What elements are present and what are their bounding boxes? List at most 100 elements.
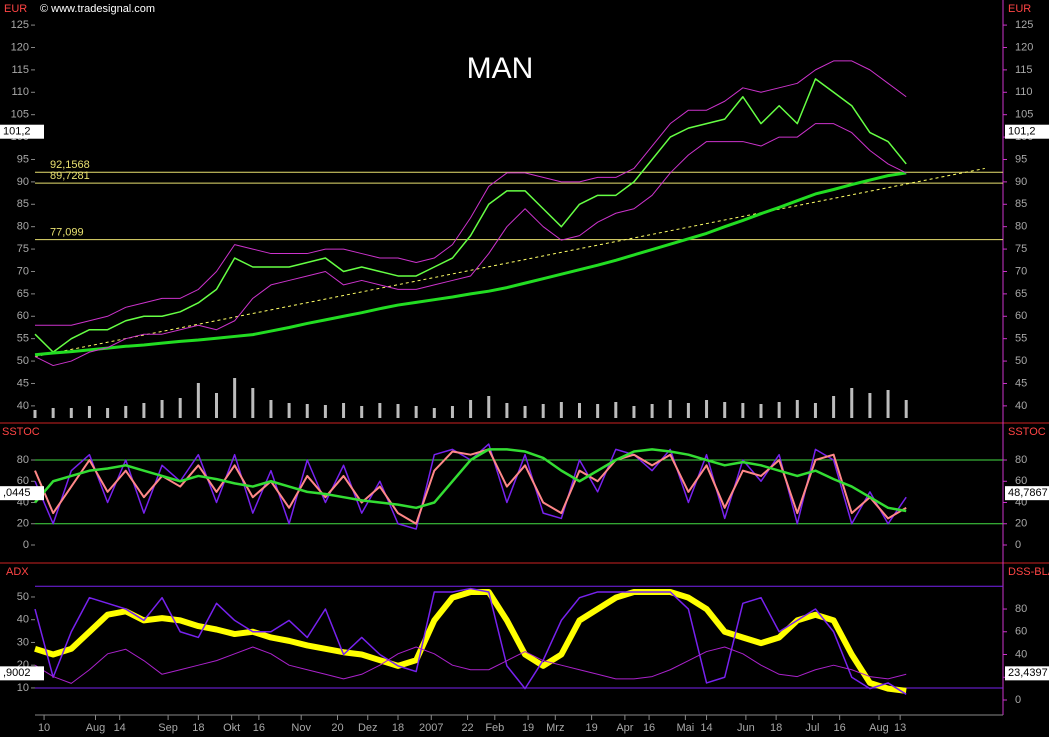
y-tick-label-right: 120 bbox=[1015, 41, 1033, 53]
y-tick-label: 125 bbox=[11, 19, 29, 31]
volume-bar bbox=[541, 404, 545, 418]
x-tick-label: 19 bbox=[585, 722, 597, 734]
x-tick-label: 18 bbox=[192, 722, 204, 734]
y2-tick-label: 60 bbox=[1015, 626, 1027, 638]
y-tick-label: 0 bbox=[23, 539, 29, 551]
y-tick-label: 60 bbox=[17, 310, 29, 322]
volume-bar bbox=[813, 403, 817, 418]
y-tick-label-right: 85 bbox=[1015, 198, 1027, 210]
volume-bar bbox=[215, 393, 218, 418]
y-label-right: EUR bbox=[1008, 3, 1031, 15]
value-box bbox=[1005, 124, 1049, 139]
value-box-label: 101,2 bbox=[1008, 126, 1036, 138]
volume-bar bbox=[469, 400, 473, 418]
volume-bar bbox=[450, 406, 454, 418]
value-box bbox=[1005, 666, 1049, 681]
volume-bar bbox=[305, 404, 309, 418]
x-tick-label: Feb bbox=[485, 722, 504, 734]
x-tick-label: 18 bbox=[770, 722, 782, 734]
x-tick-label: 2007 bbox=[419, 722, 443, 734]
volume-bar bbox=[269, 400, 273, 418]
x-tick-label: Dez bbox=[358, 722, 378, 734]
level-label: 77,099 bbox=[50, 227, 84, 239]
volume-bar bbox=[432, 408, 436, 418]
y-tick-label-right: 95 bbox=[1015, 153, 1027, 165]
x-tick-label: 10 bbox=[38, 722, 50, 734]
y-tick-label: 110 bbox=[11, 86, 29, 98]
volume-bar bbox=[106, 408, 110, 418]
y-tick-label: 20 bbox=[17, 518, 29, 530]
volume-bar bbox=[196, 383, 200, 418]
volume-bar bbox=[578, 403, 581, 418]
volume-bar bbox=[323, 405, 327, 418]
y-tick-label: 80 bbox=[17, 221, 29, 233]
y-label: EUR bbox=[4, 3, 27, 15]
y-tick-label-right: 80 bbox=[1015, 221, 1027, 233]
series-line bbox=[34, 448, 907, 513]
x-tick-label: 20 bbox=[331, 722, 343, 734]
x-tick-label: Jun bbox=[737, 722, 755, 734]
value-box-label: 23,4397 bbox=[1008, 667, 1048, 679]
volume-bar bbox=[904, 400, 908, 418]
y-tick-label-right: 105 bbox=[1015, 109, 1033, 121]
volume-bar bbox=[51, 408, 55, 418]
y-tick-label: 30 bbox=[17, 636, 29, 648]
series-line bbox=[34, 646, 907, 684]
volume-bar bbox=[832, 396, 836, 418]
volume-bar bbox=[759, 404, 763, 418]
y-tick-label: 80 bbox=[17, 454, 29, 466]
x-tick-label: 16 bbox=[834, 722, 846, 734]
series-line bbox=[34, 588, 907, 694]
y-tick-label: 40 bbox=[17, 614, 29, 626]
volume-bar bbox=[124, 406, 128, 418]
y-tick-label-right: 75 bbox=[1015, 243, 1027, 255]
x-tick-label: 18 bbox=[392, 722, 404, 734]
y-tick-label: 85 bbox=[17, 198, 29, 210]
y-tick-label: 70 bbox=[17, 265, 29, 277]
value-box-label: ,0445 bbox=[3, 487, 31, 499]
value-box bbox=[0, 666, 44, 681]
volume-bar bbox=[342, 403, 346, 418]
y-tick-label-right: 0 bbox=[1015, 539, 1021, 551]
value-box bbox=[1005, 486, 1049, 501]
volume-bar bbox=[668, 400, 672, 418]
series-line bbox=[34, 587, 907, 695]
y-tick-label: 90 bbox=[17, 176, 29, 188]
series-line bbox=[35, 60, 907, 326]
y-tick-label-right: 40 bbox=[1015, 400, 1027, 412]
volume-bar bbox=[850, 388, 854, 418]
volume-bar bbox=[233, 378, 237, 418]
value-box-label: 101,2 bbox=[3, 126, 31, 138]
x-tick-label: Sep bbox=[158, 722, 178, 734]
volume-bar bbox=[160, 400, 164, 418]
x-tick-label: Aug bbox=[86, 722, 106, 734]
panel-label: ADX bbox=[6, 566, 29, 578]
y-tick-label: 55 bbox=[17, 333, 29, 345]
volume-bar bbox=[650, 404, 654, 418]
volume-bar bbox=[396, 404, 400, 418]
volume-bar bbox=[505, 403, 509, 418]
panel-label-right: SSTOC bbox=[1008, 426, 1046, 438]
volume-bar bbox=[777, 402, 781, 418]
volume-bar bbox=[523, 406, 527, 418]
level-label: 89,7281 bbox=[50, 170, 90, 182]
x-tick-label: 16 bbox=[643, 722, 655, 734]
y-tick-label-right: 70 bbox=[1015, 265, 1027, 277]
x-tick-label: 19 bbox=[522, 722, 534, 734]
y-tick-label: 50 bbox=[17, 355, 29, 367]
volume-bar bbox=[33, 410, 37, 418]
y-tick-label-right: 60 bbox=[1015, 310, 1027, 322]
x-tick-label: 22 bbox=[461, 722, 473, 734]
volume-bar bbox=[414, 406, 418, 418]
y-tick-label: 115 bbox=[11, 64, 29, 76]
y2-tick-label: 0 bbox=[1015, 694, 1021, 706]
series-line bbox=[34, 171, 907, 357]
value-box-label: 48,7867 bbox=[1008, 487, 1048, 499]
x-tick-label: 13 bbox=[894, 722, 906, 734]
chart-title: MAN bbox=[467, 52, 534, 85]
y-tick-label-right: 20 bbox=[1015, 518, 1027, 530]
volume-bar bbox=[705, 400, 709, 418]
y-tick-label: 45 bbox=[17, 377, 29, 389]
